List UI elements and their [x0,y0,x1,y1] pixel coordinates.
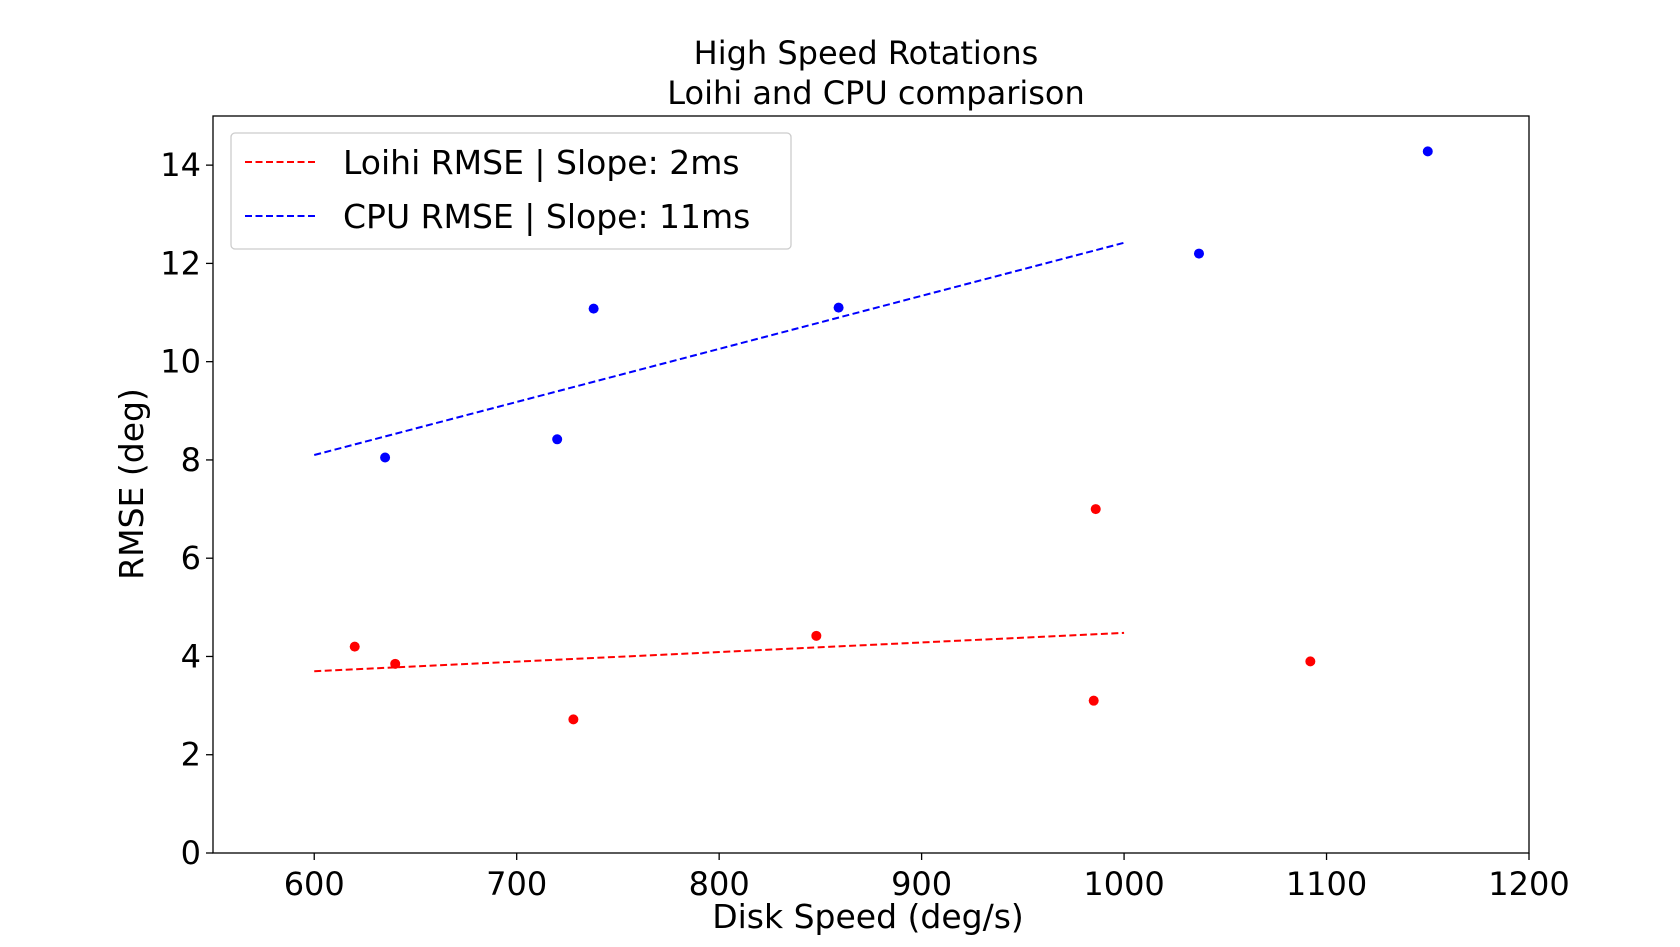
loihi-data-point [568,714,579,725]
legend-box [230,132,792,250]
y-tick-label: 14 [160,146,201,184]
y-tick-label: 12 [160,244,201,282]
chart-title: High Speed Rotations [694,34,1039,72]
cpu-fit-line [313,241,1125,456]
legend-label-loihi: Loihi RMSE | Slope: 2ms [343,143,740,182]
x-tick-label: 1100 [1286,865,1367,903]
loihi-fit-line [314,631,1125,673]
y-tick-label: 4 [181,637,201,675]
y-tick-label: 10 [160,343,201,381]
y-tick-label: 6 [181,539,201,577]
y-tick-label: 2 [181,736,201,774]
x-tick-label: 800 [689,865,750,903]
y-axis-label: RMSE (deg) [112,388,151,580]
loihi-data-point [1090,504,1101,515]
y-tick-label: 0 [181,834,201,872]
cpu-data-point [380,452,391,463]
cpu-data-point [552,434,563,445]
x-tick-label: 900 [891,865,952,903]
legend-label-cpu: CPU RMSE | Slope: 11ms [343,197,750,236]
chart-subtitle: Loihi and CPU comparison [667,74,1085,112]
cpu-data-point [588,303,599,314]
x-tick-label: 700 [486,865,547,903]
plot-area: 600 700 800 900 1000 1100 1200 0 2 4 6 8 10 12 14 Loihi… [160,115,1570,903]
x-axis-label: Disk Speed (deg/s) [712,897,1024,936]
y-tick-label: 8 [181,441,201,479]
loihi-data-point [390,658,401,669]
loihi-data-point [1088,695,1099,706]
loihi-data-point [811,630,822,641]
cpu-data-point [833,302,844,313]
cpu-data-point [1193,248,1204,259]
cpu-data-point [1422,146,1433,157]
x-tick-label: 1000 [1083,865,1164,903]
x-tick-label: 600 [284,865,345,903]
plot-frame [212,115,1530,854]
loihi-data-point [1305,656,1316,667]
x-tick-label: 1200 [1488,865,1569,903]
loihi-data-point [349,641,360,652]
